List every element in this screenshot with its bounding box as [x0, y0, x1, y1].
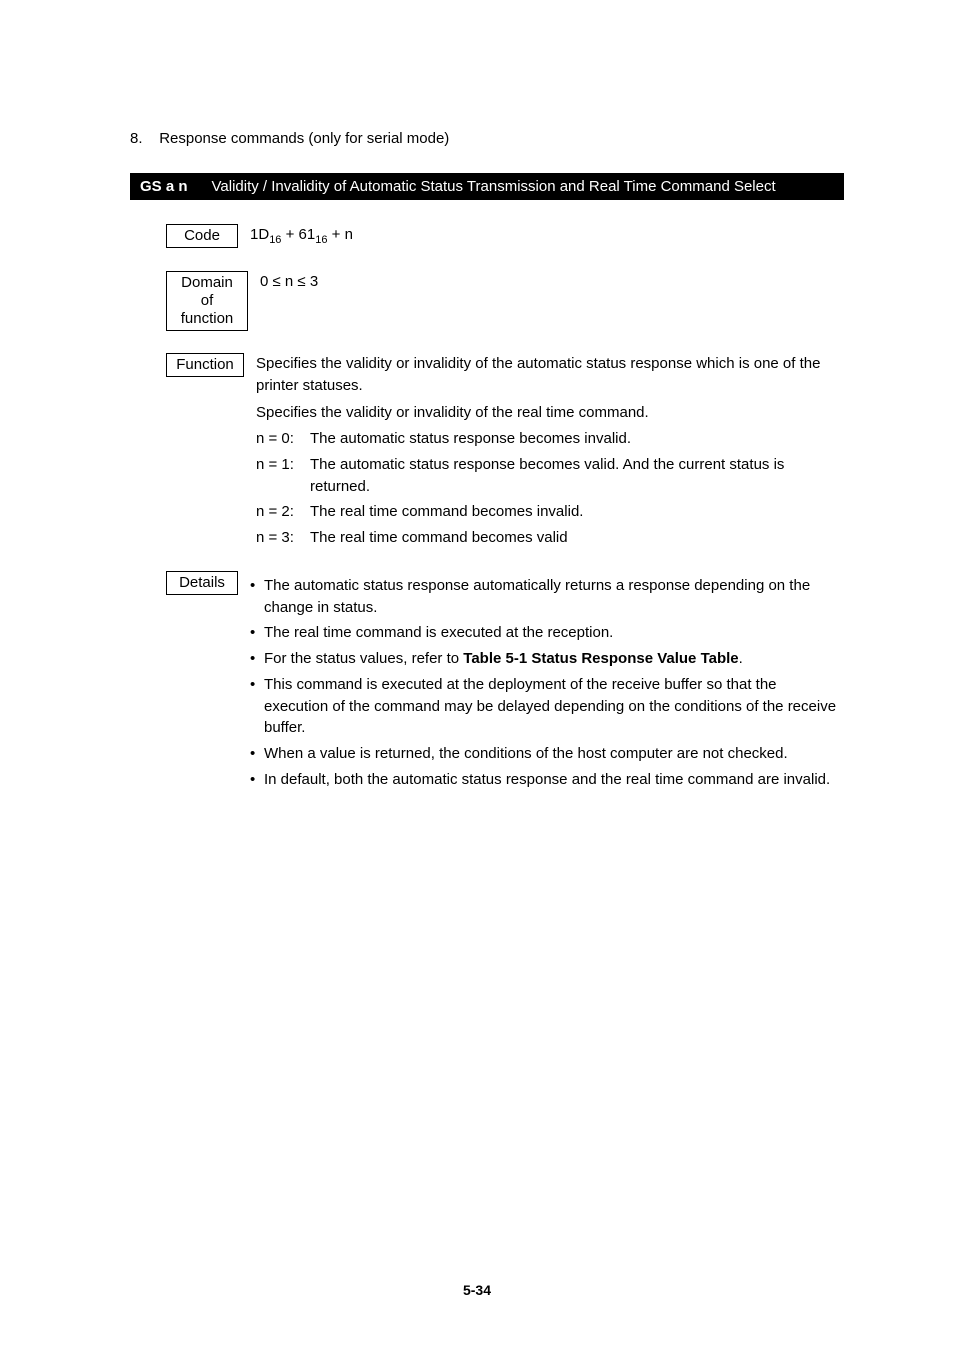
- function-label: Function: [166, 353, 244, 377]
- function-content: Specifies the validity or invalidity of …: [256, 353, 844, 549]
- code-post: + n: [327, 226, 352, 243]
- detail-5-text: When a value is returned, the conditions…: [264, 743, 844, 765]
- bullet-icon: •: [250, 622, 264, 644]
- detail-4-text: This command is executed at the deployme…: [264, 674, 844, 739]
- code-value: 1D16 + 6116 + n: [250, 224, 844, 249]
- code-sub2: 16: [315, 234, 327, 246]
- function-intro: Specifies the validity or invalidity of …: [256, 353, 844, 397]
- code-pre: 1D: [250, 226, 269, 243]
- code-block: Code 1D16 + 6116 + n: [166, 224, 844, 249]
- bullet-icon: •: [250, 769, 264, 791]
- n0-row: n = 0: The automatic status response bec…: [256, 428, 844, 450]
- section-title: Response commands (only for serial mode): [159, 130, 449, 147]
- detail-3: • For the status values, refer to Table …: [250, 648, 844, 670]
- details-block: Details • The automatic status response …: [166, 571, 844, 791]
- section-number: 8.: [130, 130, 143, 147]
- n2-body: The real time command becomes invalid.: [310, 501, 844, 523]
- detail-3-text: For the status values, refer to Table 5-…: [264, 648, 844, 670]
- code-mid: + 61: [281, 226, 315, 243]
- function-line2: Specifies the validity or invalidity of …: [256, 402, 844, 424]
- n3-lead: n = 3:: [256, 527, 310, 549]
- detail-5: • When a value is returned, the conditio…: [250, 743, 844, 765]
- n0-lead: n = 0:: [256, 428, 310, 450]
- n3-row: n = 3: The real time command becomes val…: [256, 527, 844, 549]
- detail-4: • This command is executed at the deploy…: [250, 674, 844, 739]
- domain-label: Domain of function: [166, 271, 248, 331]
- code-sub1: 16: [269, 234, 281, 246]
- command-description: Validity / Invalidity of Automatic Statu…: [212, 178, 776, 195]
- n1-lead: n = 1:: [256, 454, 310, 498]
- n2-lead: n = 2:: [256, 501, 310, 523]
- domain-block: Domain of function 0 ≤ n ≤ 3: [166, 271, 844, 331]
- domain-label-l2: function: [181, 310, 234, 327]
- detail-3-bold: Table 5-1 Status Response Value Table: [463, 650, 738, 667]
- n1-row: n = 1: The automatic status response bec…: [256, 454, 844, 498]
- details-label: Details: [166, 571, 238, 595]
- code-label: Code: [166, 224, 238, 248]
- n1-body: The automatic status response becomes va…: [310, 454, 844, 498]
- detail-2-text: The real time command is executed at the…: [264, 622, 844, 644]
- n0-body: The automatic status response becomes in…: [310, 428, 844, 450]
- bullet-icon: •: [250, 743, 264, 765]
- domain-value: 0 ≤ n ≤ 3: [260, 271, 844, 293]
- bullet-icon: •: [250, 648, 264, 670]
- n3-body: The real time command becomes valid: [310, 527, 844, 549]
- detail-2: • The real time command is executed at t…: [250, 622, 844, 644]
- detail-6: • In default, both the automatic status …: [250, 769, 844, 791]
- details-content: • The automatic status response automati…: [250, 571, 844, 791]
- bullet-icon: •: [250, 575, 264, 619]
- detail-6-text: In default, both the automatic status re…: [264, 769, 844, 791]
- function-block: Function Specifies the validity or inval…: [166, 353, 844, 549]
- section-heading: 8. Response commands (only for serial mo…: [130, 130, 844, 147]
- detail-1: • The automatic status response automati…: [250, 575, 844, 619]
- domain-label-l1: Domain of: [181, 274, 233, 309]
- command-title-bar: GS a n Validity / Invalidity of Automati…: [130, 173, 844, 200]
- page-number: 5-34: [0, 1282, 954, 1298]
- n2-row: n = 2: The real time command becomes inv…: [256, 501, 844, 523]
- detail-3-pre: For the status values, refer to: [264, 650, 463, 667]
- command-name: GS a n: [140, 178, 188, 195]
- detail-3-post: .: [739, 650, 743, 667]
- detail-1-text: The automatic status response automatica…: [264, 575, 844, 619]
- bullet-icon: •: [250, 674, 264, 739]
